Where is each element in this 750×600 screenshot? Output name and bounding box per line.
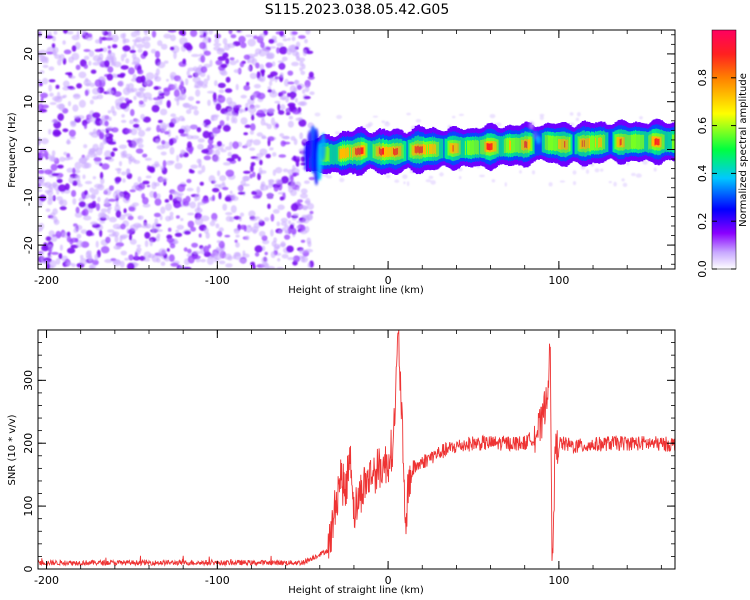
- spectrogram-x-tick-label: -200: [34, 274, 59, 287]
- snr-y-tick-label: 300: [22, 370, 35, 391]
- noise-speckles: [38, 30, 315, 269]
- spectrogram-x-axis-label: Height of straight line (km): [288, 285, 424, 296]
- spectrogram-y-tick-label: -20: [22, 236, 35, 254]
- colorbar-tick-label: 0.0: [696, 260, 709, 278]
- colorbar-tick-label: 0.2: [696, 212, 709, 230]
- spectrogram-y-tick-label: -10: [22, 188, 35, 206]
- colorbar-tick-label: 0.8: [696, 69, 709, 87]
- colorbar-tick-label: 0.6: [696, 117, 709, 135]
- snr-y-axis-label: SNR (10 * v/v): [7, 414, 18, 485]
- spectrogram-x-tick-label: 100: [548, 274, 569, 287]
- snr-axes: -200 -100 0 100 0 100 200 300: [22, 329, 675, 587]
- snr-y-tick-label: 200: [22, 433, 35, 454]
- spectrogram-heatmap: [38, 30, 675, 269]
- spectrogram-x-tick-label: -100: [205, 274, 230, 287]
- spectrogram-y-tick-label: 20: [22, 47, 35, 61]
- snr-x-tick-label: -100: [205, 574, 230, 587]
- snr-series-line: [38, 330, 675, 567]
- spectrogram-y-tick-label: 0: [22, 146, 35, 153]
- spectrogram-y-tick-label: 10: [22, 95, 35, 109]
- snr-y-tick-label: 0: [22, 566, 35, 573]
- onset-burst: [304, 121, 541, 186]
- snr-x-axis-label: Height of straight line (km): [288, 585, 424, 596]
- spectrogram-y-axis-label: Frequency (Hz): [7, 112, 18, 188]
- snr-x-tick-label: 0: [385, 574, 392, 587]
- colorbar-label: Normalized spectral amplitude: [738, 73, 749, 227]
- colorbar-ticks: 0.0 0.2 0.4 0.6 0.8: [696, 69, 736, 278]
- spectrogram-x-tick-label: 0: [385, 274, 392, 287]
- colorbar-tick-label: 0.4: [696, 165, 709, 183]
- snr-x-tick-label: -200: [34, 574, 59, 587]
- colorbar: 0.0 0.2 0.4 0.6 0.8 Normalized spectral ampl…: [696, 29, 749, 278]
- signal-track: [306, 118, 675, 176]
- snr-x-tick-label: 100: [548, 574, 569, 587]
- snr-panel: -200 -100 0 100 0 100 200 300 Height of straigh…: [7, 329, 676, 596]
- snr-plot-area: [38, 330, 675, 567]
- snr-frame: [37, 329, 676, 570]
- snr-y-tick-label: 100: [22, 496, 35, 517]
- colorbar-gradient: [711, 29, 737, 270]
- chart-title: S115.2023.038.05.42.G05: [265, 2, 450, 18]
